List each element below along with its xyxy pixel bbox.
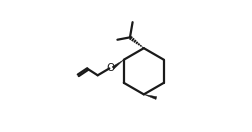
Polygon shape bbox=[112, 60, 124, 69]
Text: O: O bbox=[107, 63, 115, 73]
Polygon shape bbox=[144, 94, 157, 100]
